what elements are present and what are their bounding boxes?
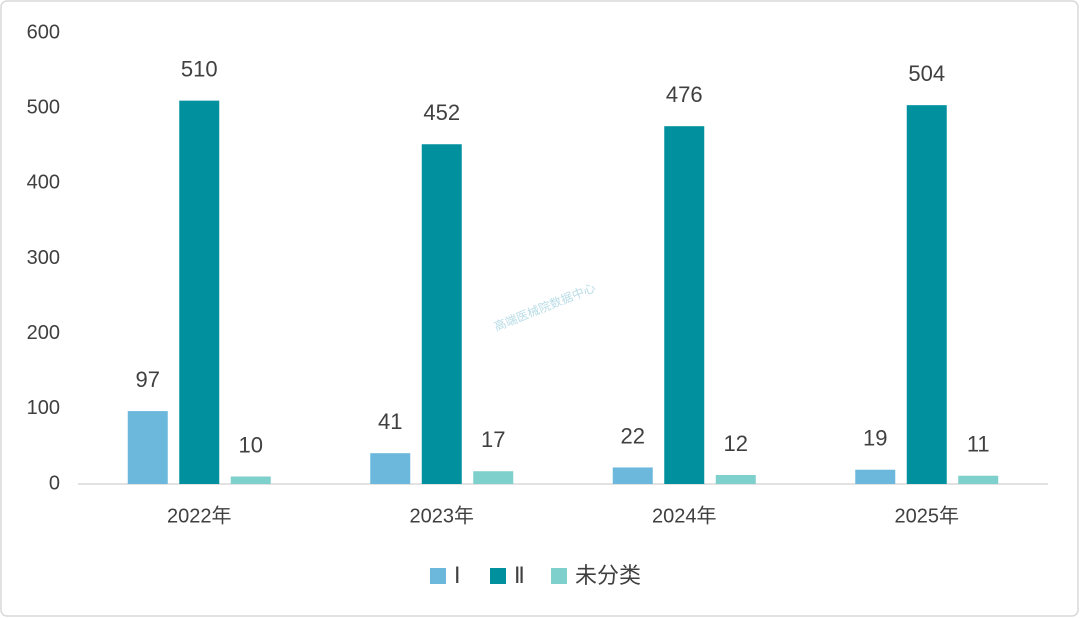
legend-swatch	[430, 568, 446, 584]
legend-swatch	[490, 568, 506, 584]
bar	[906, 105, 947, 484]
data-label: 17	[481, 427, 505, 452]
data-label: 10	[239, 432, 263, 457]
data-label: 11	[967, 432, 990, 457]
data-label: 504	[908, 61, 945, 86]
y-tick-label: 400	[27, 172, 60, 194]
legend-label: 未分类	[575, 563, 641, 588]
data-label: 12	[724, 431, 748, 456]
data-label: 19	[863, 426, 887, 451]
y-tick-label: 500	[27, 96, 60, 118]
legend-swatch	[551, 568, 567, 584]
x-tick-label: 2023年	[410, 504, 475, 527]
y-tick-label: 0	[49, 472, 60, 494]
bar	[958, 475, 999, 484]
y-tick-label: 200	[27, 322, 60, 344]
y-tick-label: 300	[27, 247, 60, 269]
bar	[473, 471, 514, 484]
data-label: 452	[423, 100, 460, 125]
legend-label: Ⅰ	[454, 563, 461, 588]
data-label: 510	[181, 56, 218, 81]
bar	[127, 411, 168, 484]
bar	[664, 126, 705, 484]
x-tick-label: 2024年	[652, 504, 717, 527]
bar	[370, 453, 411, 484]
bar	[612, 467, 653, 484]
data-label: 41	[378, 409, 402, 434]
bar	[230, 476, 271, 484]
data-label: 97	[136, 367, 160, 392]
x-tick-label: 2022年	[167, 504, 232, 527]
legend-label: Ⅱ	[514, 563, 525, 588]
data-label: 476	[666, 82, 703, 107]
bar	[421, 144, 462, 484]
bar	[179, 100, 220, 485]
data-label: 22	[621, 423, 645, 448]
x-tick-label: 2025年	[895, 504, 960, 527]
bar	[855, 469, 896, 484]
bar	[715, 474, 756, 484]
y-tick-label: 600	[27, 21, 60, 43]
y-tick-label: 100	[27, 397, 60, 419]
